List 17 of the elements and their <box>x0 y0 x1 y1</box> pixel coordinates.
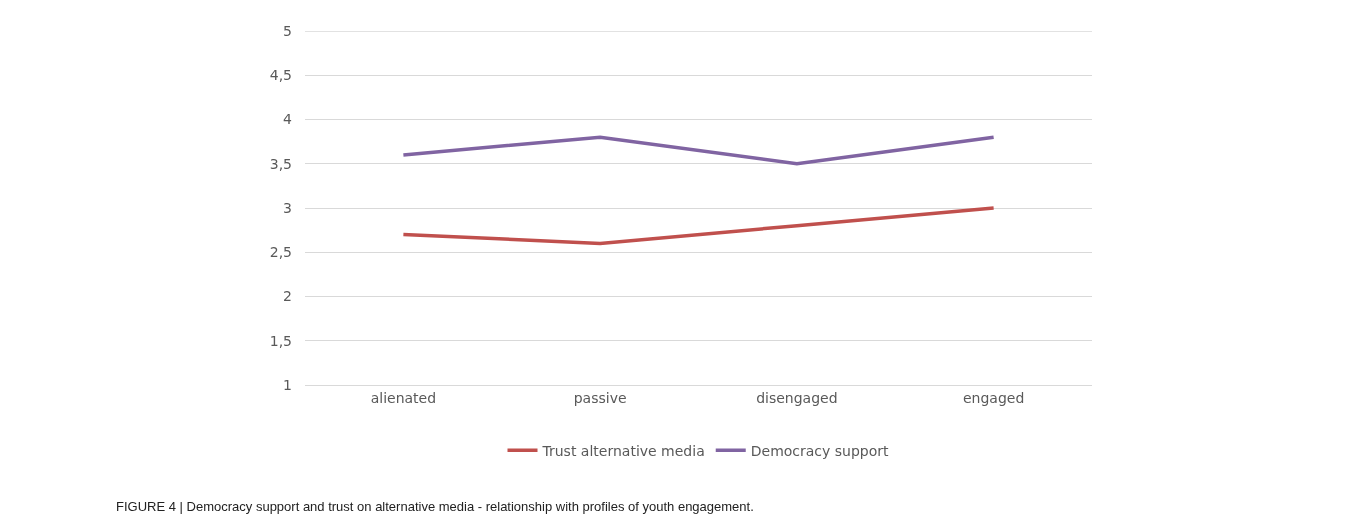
legend-label: Democracy support <box>750 442 890 459</box>
y-tick-label: 4,5 <box>269 67 292 84</box>
y-tick-label: 3 <box>283 199 292 216</box>
y-tick-label: 2 <box>283 288 292 305</box>
x-tick-label: engaged <box>962 389 1025 406</box>
legend-label: Trust alternative media <box>541 442 705 459</box>
x-tick-label: disengaged <box>756 389 838 406</box>
y-tick-label: 5 <box>283 22 292 39</box>
y-tick-label: 3,5 <box>269 155 292 172</box>
x-tick-label: passive <box>573 389 627 406</box>
y-tick-label: 2,5 <box>269 244 292 261</box>
caption: FIGURE 4 | Democracy support and trust on alternative media - relationship with profiles of youth engagement. <box>116 499 754 514</box>
y-tick-label: 1,5 <box>269 332 292 349</box>
y-tick-label: 4 <box>283 111 293 128</box>
y-tick-label: 1 <box>283 376 292 393</box>
x-tick-label: alienated <box>370 389 437 406</box>
line-series <box>401 206 996 246</box>
